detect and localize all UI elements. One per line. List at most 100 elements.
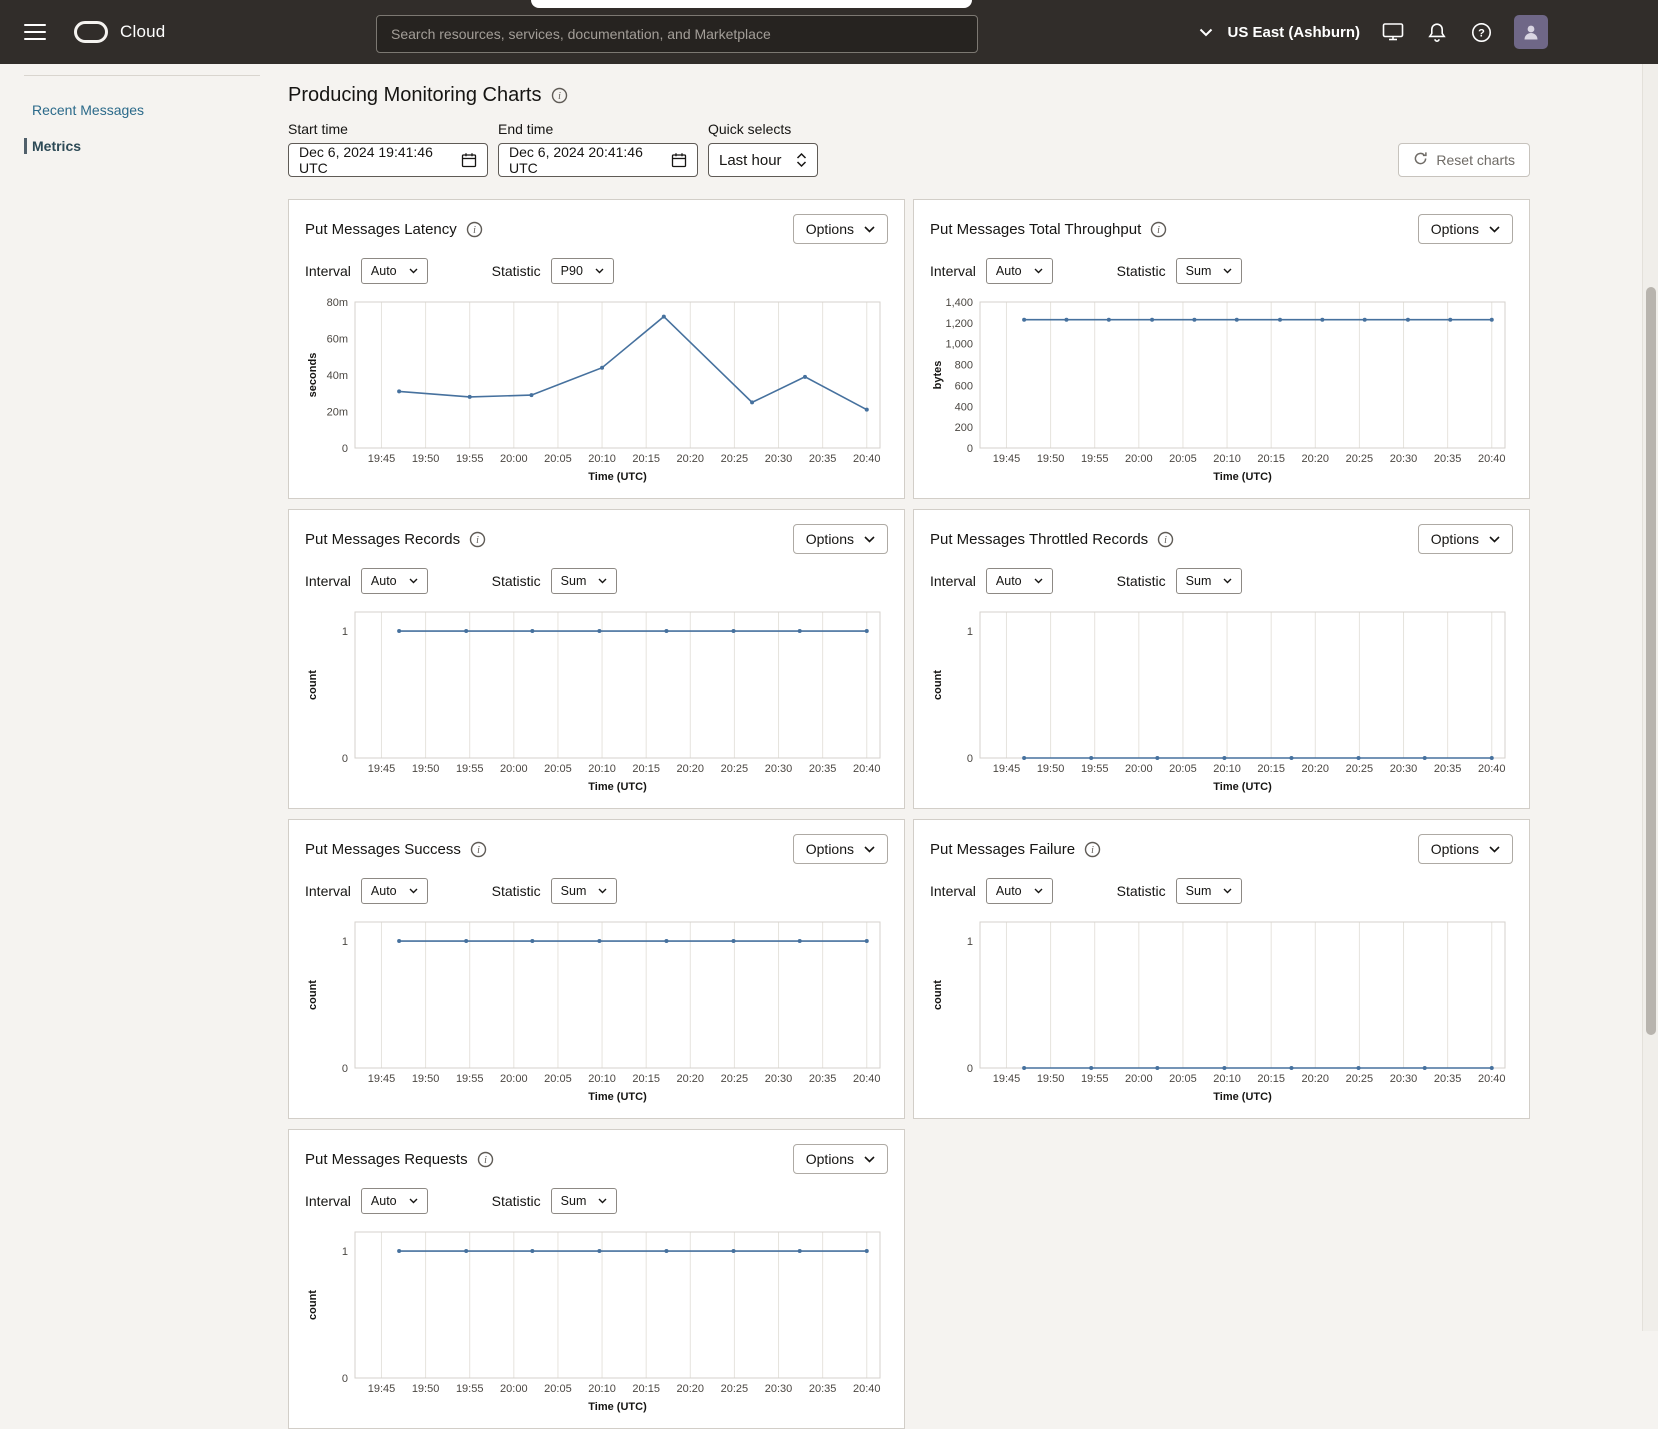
svg-text:count: count — [932, 670, 944, 700]
chart-card: Put Messages Records i Options Interval … — [288, 509, 905, 809]
chevron-down-icon — [409, 888, 418, 894]
chart-canvas: 19:45 19:50 19:55 20:00 20:05 20:10 20:15 20:20… — [307, 297, 881, 483]
chart-title: Put Messages Throttled Records — [930, 530, 1149, 548]
chart-info-icon[interactable]: i — [1157, 531, 1174, 548]
statistic-label: Statistic — [491, 883, 541, 899]
svg-text:20:25: 20:25 — [721, 1383, 749, 1395]
interval-select[interactable]: Auto — [360, 568, 428, 594]
sidebar-item-metrics[interactable]: Metrics — [24, 138, 288, 154]
interval-select-value: Auto — [995, 264, 1022, 278]
svg-text:19:45: 19:45 — [368, 763, 396, 775]
scrollbar-thumb[interactable] — [1646, 287, 1656, 1035]
chart-title: Put Messages Total Throughput — [930, 220, 1142, 238]
calendar-icon[interactable] — [461, 152, 477, 168]
options-button[interactable]: Options — [792, 834, 888, 864]
chart-info-icon[interactable]: i — [469, 531, 486, 548]
svg-text:count: count — [307, 1290, 319, 1320]
chevron-down-icon — [598, 578, 607, 584]
options-button[interactable]: Options — [792, 1144, 888, 1174]
svg-text:20:15: 20:15 — [1257, 763, 1285, 775]
statistic-select[interactable]: P90 — [550, 258, 614, 284]
time-controls: Start time Dec 6, 2024 19:41:46 UTC End … — [288, 121, 1530, 177]
statistic-select[interactable]: Sum — [550, 568, 618, 594]
svg-text:600: 600 — [955, 380, 973, 392]
interval-select[interactable]: Auto — [360, 878, 428, 904]
interval-select[interactable]: Auto — [985, 568, 1053, 594]
svg-text:19:55: 19:55 — [1081, 763, 1109, 775]
hamburger-menu-icon[interactable] — [24, 24, 46, 40]
statistic-select-value: Sum — [1185, 264, 1212, 278]
interval-select[interactable]: Auto — [985, 258, 1053, 284]
svg-text:1,400: 1,400 — [945, 297, 973, 309]
user-avatar[interactable] — [1514, 15, 1548, 49]
svg-text:200: 200 — [955, 422, 973, 434]
chevron-down-icon — [409, 268, 418, 274]
svg-text:19:45: 19:45 — [368, 453, 396, 465]
chart-canvas: 19:45 19:50 19:55 20:00 20:05 20:10 20:15 20:20… — [932, 611, 1506, 793]
main-content: Producing Monitoring Charts i Start time… — [288, 64, 1530, 1429]
chart-info-icon[interactable]: i — [470, 841, 487, 858]
chevron-down-icon — [1034, 268, 1043, 274]
region-selector[interactable]: US East (Ashburn) — [1195, 21, 1360, 43]
svg-text:80m: 80m — [327, 297, 348, 309]
options-button[interactable]: Options — [1417, 214, 1513, 244]
search-input[interactable] — [376, 15, 978, 53]
notifications-bell-icon[interactable] — [1426, 21, 1448, 43]
svg-text:60m: 60m — [327, 334, 348, 346]
help-icon[interactable]: ? — [1470, 21, 1492, 43]
chevron-down-icon — [1223, 578, 1232, 584]
options-button[interactable]: Options — [792, 524, 888, 554]
chart-info-icon[interactable]: i — [1084, 841, 1101, 858]
calendar-icon[interactable] — [671, 152, 687, 168]
oracle-logo-icon[interactable] — [74, 21, 108, 43]
svg-text:20:40: 20:40 — [1478, 1073, 1506, 1085]
svg-text:20:30: 20:30 — [1390, 1073, 1418, 1085]
svg-text:0: 0 — [967, 753, 973, 765]
chart-info-icon[interactable]: i — [466, 221, 483, 238]
page-title-info-icon[interactable]: i — [551, 87, 568, 104]
svg-text:19:50: 19:50 — [412, 1383, 440, 1395]
cloud-shell-icon[interactable] — [1382, 21, 1404, 43]
chart-info-icon[interactable]: i — [477, 1151, 494, 1168]
options-button[interactable]: Options — [1417, 524, 1513, 554]
interval-select[interactable]: Auto — [985, 878, 1053, 904]
svg-text:seconds: seconds — [307, 353, 319, 398]
stepper-icon — [796, 152, 807, 168]
end-time-label: End time — [498, 121, 554, 137]
quick-selects-dropdown[interactable]: Last hour — [708, 143, 818, 177]
region-label: US East (Ashburn) — [1227, 23, 1360, 41]
svg-text:1: 1 — [967, 626, 973, 638]
options-button[interactable]: Options — [1417, 834, 1513, 864]
svg-text:20:35: 20:35 — [809, 453, 837, 465]
svg-text:20:20: 20:20 — [677, 763, 705, 775]
svg-text:20:00: 20:00 — [500, 1383, 528, 1395]
interval-select-value: Auto — [370, 264, 397, 278]
chart-info-icon[interactable]: i — [1150, 221, 1167, 238]
statistic-select[interactable]: Sum — [1175, 878, 1243, 904]
statistic-select[interactable]: Sum — [1175, 568, 1243, 594]
svg-text:19:50: 19:50 — [412, 763, 440, 775]
interval-select-value: Auto — [370, 574, 397, 588]
start-time-input[interactable]: Dec 6, 2024 19:41:46 UTC — [288, 143, 488, 177]
interval-select[interactable]: Auto — [360, 258, 428, 284]
svg-text:Time (UTC): Time (UTC) — [588, 781, 647, 793]
reset-charts-button[interactable]: Reset charts — [1398, 143, 1530, 177]
chevron-down-icon — [595, 268, 604, 274]
scrollbar-track[interactable] — [1642, 64, 1658, 1331]
options-button[interactable]: Options — [792, 214, 888, 244]
svg-text:20:00: 20:00 — [500, 453, 528, 465]
interval-label: Interval — [930, 263, 976, 279]
statistic-select[interactable]: Sum — [550, 878, 618, 904]
options-button-label: Options — [805, 221, 854, 237]
svg-text:0: 0 — [342, 753, 348, 765]
interval-select[interactable]: Auto — [360, 1188, 428, 1214]
svg-text:19:45: 19:45 — [993, 453, 1021, 465]
svg-text:Time (UTC): Time (UTC) — [588, 1401, 647, 1413]
sidebar-item-recent-messages[interactable]: Recent Messages — [32, 102, 145, 118]
statistic-select[interactable]: Sum — [1175, 258, 1243, 284]
statistic-select[interactable]: Sum — [550, 1188, 618, 1214]
svg-text:0: 0 — [967, 443, 973, 455]
end-time-input[interactable]: Dec 6, 2024 20:41:46 UTC — [498, 143, 698, 177]
options-button-label: Options — [805, 841, 854, 857]
svg-text:20:05: 20:05 — [1169, 763, 1197, 775]
